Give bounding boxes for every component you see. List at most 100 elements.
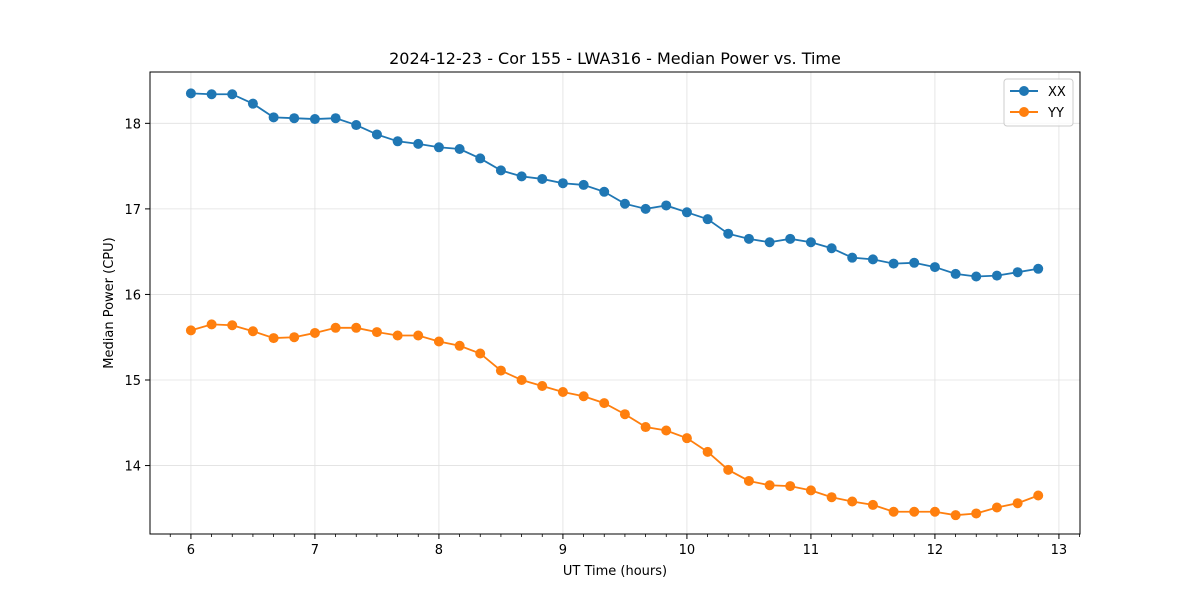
x-tick-label: 9 <box>559 543 567 558</box>
series-yy <box>185 319 1044 521</box>
data-point-yy <box>847 496 858 507</box>
data-point-yy <box>826 492 837 503</box>
data-point-xx <box>950 268 961 279</box>
data-point-xx <box>351 120 362 131</box>
data-point-yy <box>557 386 568 397</box>
data-point-xx <box>929 262 940 273</box>
data-point-xx <box>247 98 258 109</box>
x-tick-label: 10 <box>679 543 696 558</box>
data-point-xx <box>309 114 320 125</box>
y-tick-label: 18 <box>124 117 141 132</box>
data-point-yy <box>723 464 734 475</box>
chart-title: 2024-12-23 - Cor 155 - LWA316 - Median P… <box>389 49 841 68</box>
data-point-xx <box>289 113 300 124</box>
x-tick-label: 11 <box>803 543 820 558</box>
data-point-xx <box>1033 263 1044 274</box>
data-point-xx <box>557 178 568 189</box>
plot-frame <box>149 71 1081 535</box>
data-point-yy <box>247 326 258 337</box>
data-point-yy <box>206 319 217 330</box>
data-point-xx <box>330 113 341 124</box>
data-point-xx <box>537 173 548 184</box>
data-point-yy <box>640 422 651 433</box>
data-point-yy <box>454 340 465 351</box>
data-point-yy <box>433 336 444 347</box>
x-tick-label: 8 <box>435 543 443 558</box>
y-tick-label: 16 <box>124 288 141 303</box>
data-point-yy <box>888 506 899 517</box>
data-point-yy <box>764 480 775 491</box>
data-point-xx <box>206 89 217 100</box>
x-tick-label: 13 <box>1051 543 1068 558</box>
data-point-xx <box>826 243 837 254</box>
x-tick-label: 7 <box>311 543 319 558</box>
data-point-xx <box>909 257 920 268</box>
data-point-xx <box>723 228 734 239</box>
data-point-yy <box>867 499 878 510</box>
data-point-yy <box>495 365 506 376</box>
data-point-yy <box>599 398 610 409</box>
data-point-xx <box>640 203 651 214</box>
data-point-yy <box>661 425 672 436</box>
data-point-xx <box>702 214 713 225</box>
data-point-xx <box>971 271 982 282</box>
data-point-xx <box>743 233 754 244</box>
data-point-yy <box>185 325 196 336</box>
data-point-xx <box>475 153 486 164</box>
data-point-yy <box>1012 498 1023 509</box>
data-point-xx <box>1012 267 1023 278</box>
series-layer <box>185 88 1044 521</box>
data-point-yy <box>351 322 362 333</box>
data-point-xx <box>681 207 692 218</box>
x-tick-label: 12 <box>927 543 944 558</box>
data-point-xx <box>433 142 444 153</box>
data-point-yy <box>805 485 816 496</box>
data-point-xx <box>619 198 630 209</box>
data-point-yy <box>289 332 300 343</box>
data-point-xx <box>268 112 279 123</box>
data-point-xx <box>185 88 196 99</box>
data-point-xx <box>516 171 527 182</box>
data-point-yy <box>516 375 527 385</box>
x-axis-label: UT Time (hours) <box>563 564 667 579</box>
data-point-xx <box>578 179 589 190</box>
data-point-xx <box>764 237 775 248</box>
y-axis-label: Median Power (CPU) <box>102 237 117 368</box>
data-point-yy <box>371 327 382 338</box>
legend: XX YY <box>1003 78 1074 127</box>
x-tick-label: 6 <box>187 543 195 558</box>
data-point-yy <box>971 508 982 519</box>
data-point-xx <box>371 129 382 140</box>
legend-marker-xx <box>1019 86 1029 96</box>
data-point-xx <box>454 144 465 154</box>
y-tick-label: 15 <box>124 374 141 389</box>
y-tick-label: 17 <box>124 203 141 218</box>
data-point-xx <box>991 270 1002 281</box>
data-point-xx <box>413 138 424 149</box>
series-xx <box>185 88 1044 282</box>
data-point-xx <box>227 89 238 100</box>
data-point-yy <box>578 391 589 402</box>
data-point-yy <box>537 380 548 391</box>
data-point-yy <box>413 330 424 341</box>
data-point-xx <box>805 237 816 248</box>
legend-marker-yy <box>1019 107 1029 117</box>
data-point-yy <box>268 333 279 344</box>
data-point-yy <box>392 330 403 341</box>
data-point-xx <box>888 258 899 269</box>
data-point-yy <box>950 510 961 521</box>
data-point-yy <box>702 446 713 457</box>
data-point-yy <box>227 320 238 331</box>
data-point-yy <box>991 502 1002 513</box>
data-point-yy <box>785 481 796 492</box>
legend-label-xx: XX <box>1048 85 1066 100</box>
data-point-yy <box>929 506 940 517</box>
data-point-xx <box>392 136 403 147</box>
x-axis: 6 7 8 9 10 11 12 13 <box>169 534 1080 558</box>
data-point-xx <box>785 233 796 244</box>
legend-label-yy: YY <box>1047 106 1064 121</box>
data-point-xx <box>661 200 672 211</box>
data-point-yy <box>475 348 486 359</box>
